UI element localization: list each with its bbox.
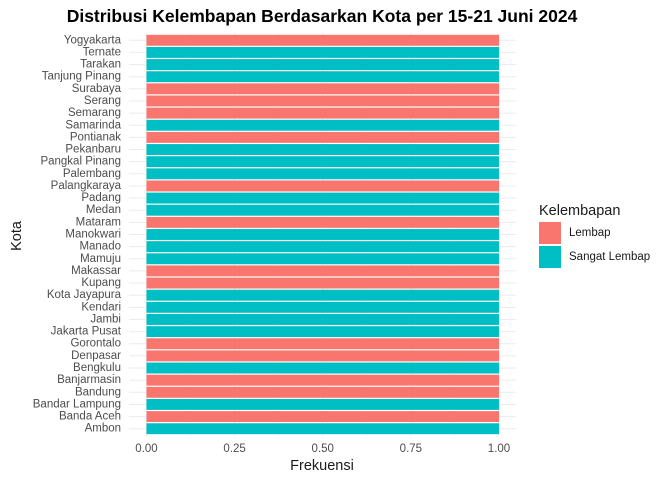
bar xyxy=(146,216,499,228)
bar xyxy=(146,131,499,143)
bar xyxy=(146,314,499,325)
bar xyxy=(146,301,499,313)
y-tick-label: Jakarta Pusat xyxy=(51,326,122,338)
x-tick-label: 1.00 xyxy=(488,443,510,455)
bar xyxy=(146,289,499,301)
bar xyxy=(146,229,499,240)
bar xyxy=(146,350,499,362)
bar xyxy=(146,95,499,107)
y-tick-label: Palangkaraya xyxy=(51,180,122,192)
legend-label: Lembap xyxy=(569,227,611,239)
bar xyxy=(146,59,499,71)
bar xyxy=(146,241,499,253)
bar xyxy=(146,34,499,46)
y-tick-label: Serang xyxy=(84,95,121,107)
x-tick-label: 0.25 xyxy=(223,443,245,455)
bar xyxy=(146,71,499,83)
bar xyxy=(146,46,499,58)
y-tick-label: Banda Aceh xyxy=(59,411,121,423)
legend-key xyxy=(539,222,561,244)
y-tick-label: Bengkulu xyxy=(73,362,121,374)
y-tick-label: Mataram xyxy=(76,216,121,228)
bar xyxy=(146,386,499,398)
bar xyxy=(146,411,499,423)
y-tick-label: Tarakan xyxy=(80,59,121,71)
y-tick-label: Bandar Lampung xyxy=(33,398,121,410)
y-tick-label: Banjarmasin xyxy=(57,374,121,386)
bar xyxy=(146,144,499,155)
y-tick-label: Palembang xyxy=(63,168,121,180)
y-tick-label: Manado xyxy=(79,241,121,253)
bar xyxy=(146,156,499,168)
y-tick-label: Samarinda xyxy=(65,119,121,131)
bar xyxy=(146,326,499,338)
legend-key xyxy=(539,246,561,268)
y-tick-label: Ambon xyxy=(85,423,121,435)
bar xyxy=(146,119,499,131)
y-tick-label: Manokwari xyxy=(65,229,121,241)
y-tick-label: Kota Jayapura xyxy=(47,289,122,301)
y-tick-label: Pekanbaru xyxy=(65,144,121,156)
y-tick-label: Makassar xyxy=(71,265,121,277)
y-tick-label: Pangkal Pinang xyxy=(40,156,121,168)
y-tick-label: Mamuju xyxy=(80,253,121,265)
bar xyxy=(146,107,499,119)
y-tick-label: Gorontalo xyxy=(70,338,121,350)
bar xyxy=(146,83,499,95)
bar xyxy=(146,192,499,204)
bar xyxy=(146,253,499,265)
y-tick-label: Padang xyxy=(81,192,121,204)
bar xyxy=(146,338,499,350)
y-tick-label: Ternate xyxy=(83,46,121,58)
y-tick-label: Jambi xyxy=(90,313,121,325)
y-tick-label: Kupang xyxy=(81,277,121,289)
legend: Kelembapan Lembap Sangat Lembap xyxy=(539,203,650,268)
bar xyxy=(146,265,499,277)
x-tick-label: 0.75 xyxy=(400,443,422,455)
y-axis-title: Kota xyxy=(9,220,25,251)
y-tick-label: Medan xyxy=(86,204,121,216)
y-tick-label: Semarang xyxy=(68,107,121,119)
bar xyxy=(146,374,499,386)
bar xyxy=(146,277,499,289)
x-tick-label: 0.00 xyxy=(135,443,157,455)
y-tick-label: Yogyakarta xyxy=(64,34,122,46)
y-tick-label: Tanjung Pinang xyxy=(42,71,121,83)
y-tick-label: Bandung xyxy=(75,386,121,398)
x-axis-title: Frekuensi xyxy=(290,458,354,474)
bar xyxy=(146,362,499,374)
legend-entries: Lembap Sangat Lembap xyxy=(539,222,650,268)
y-tick-label: Pontianak xyxy=(70,131,121,143)
bar xyxy=(146,168,499,180)
y-tick-label: Surabaya xyxy=(72,83,122,95)
chart-title: Distribusi Kelembapan Berdasarkan Kota p… xyxy=(67,6,578,26)
bar xyxy=(146,180,499,192)
bar xyxy=(146,204,499,216)
x-axis-ticks: 0.00 0.25 0.50 0.75 1.00 xyxy=(135,443,510,455)
bar xyxy=(146,398,499,410)
bars xyxy=(146,34,499,435)
y-tick-label: Denpasar xyxy=(71,350,121,362)
bar xyxy=(146,423,499,435)
legend-title: Kelembapan xyxy=(539,203,620,219)
x-tick-label: 0.50 xyxy=(312,443,334,455)
legend-label: Sangat Lembap xyxy=(569,251,650,263)
y-tick-label: Kendari xyxy=(81,301,121,313)
